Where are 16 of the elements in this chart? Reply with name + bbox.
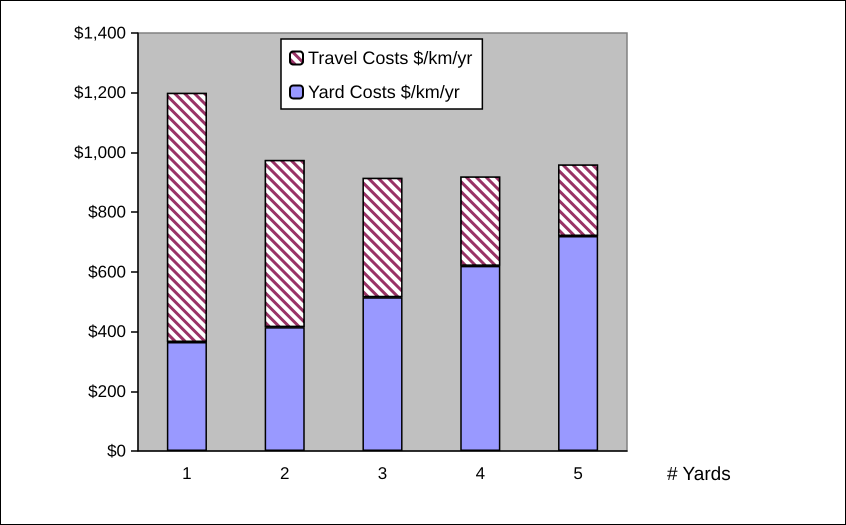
- x-axis-title: # Yards: [667, 464, 731, 485]
- y-tick-label: $600: [88, 262, 126, 282]
- x-tick-label: 2: [280, 464, 290, 483]
- legend-label: Travel Costs $/km/yr: [308, 48, 472, 68]
- x-tick-label: 4: [476, 464, 486, 483]
- x-tick-label: 5: [573, 464, 583, 483]
- x-tick-label: 3: [378, 464, 388, 483]
- y-tick-label: $1,000: [74, 142, 126, 162]
- y-tick-label: $1,200: [74, 83, 126, 102]
- x-tick-label: 1: [182, 464, 192, 483]
- y-tick-label: $1,400: [74, 24, 126, 42]
- y-tick-label: $0: [107, 442, 126, 460]
- legend-label: Yard Costs $/km/yr: [308, 82, 460, 102]
- y-tick-label: $800: [88, 202, 126, 222]
- y-tick-label: $400: [88, 322, 126, 342]
- y-tick-label: $200: [88, 382, 126, 401]
